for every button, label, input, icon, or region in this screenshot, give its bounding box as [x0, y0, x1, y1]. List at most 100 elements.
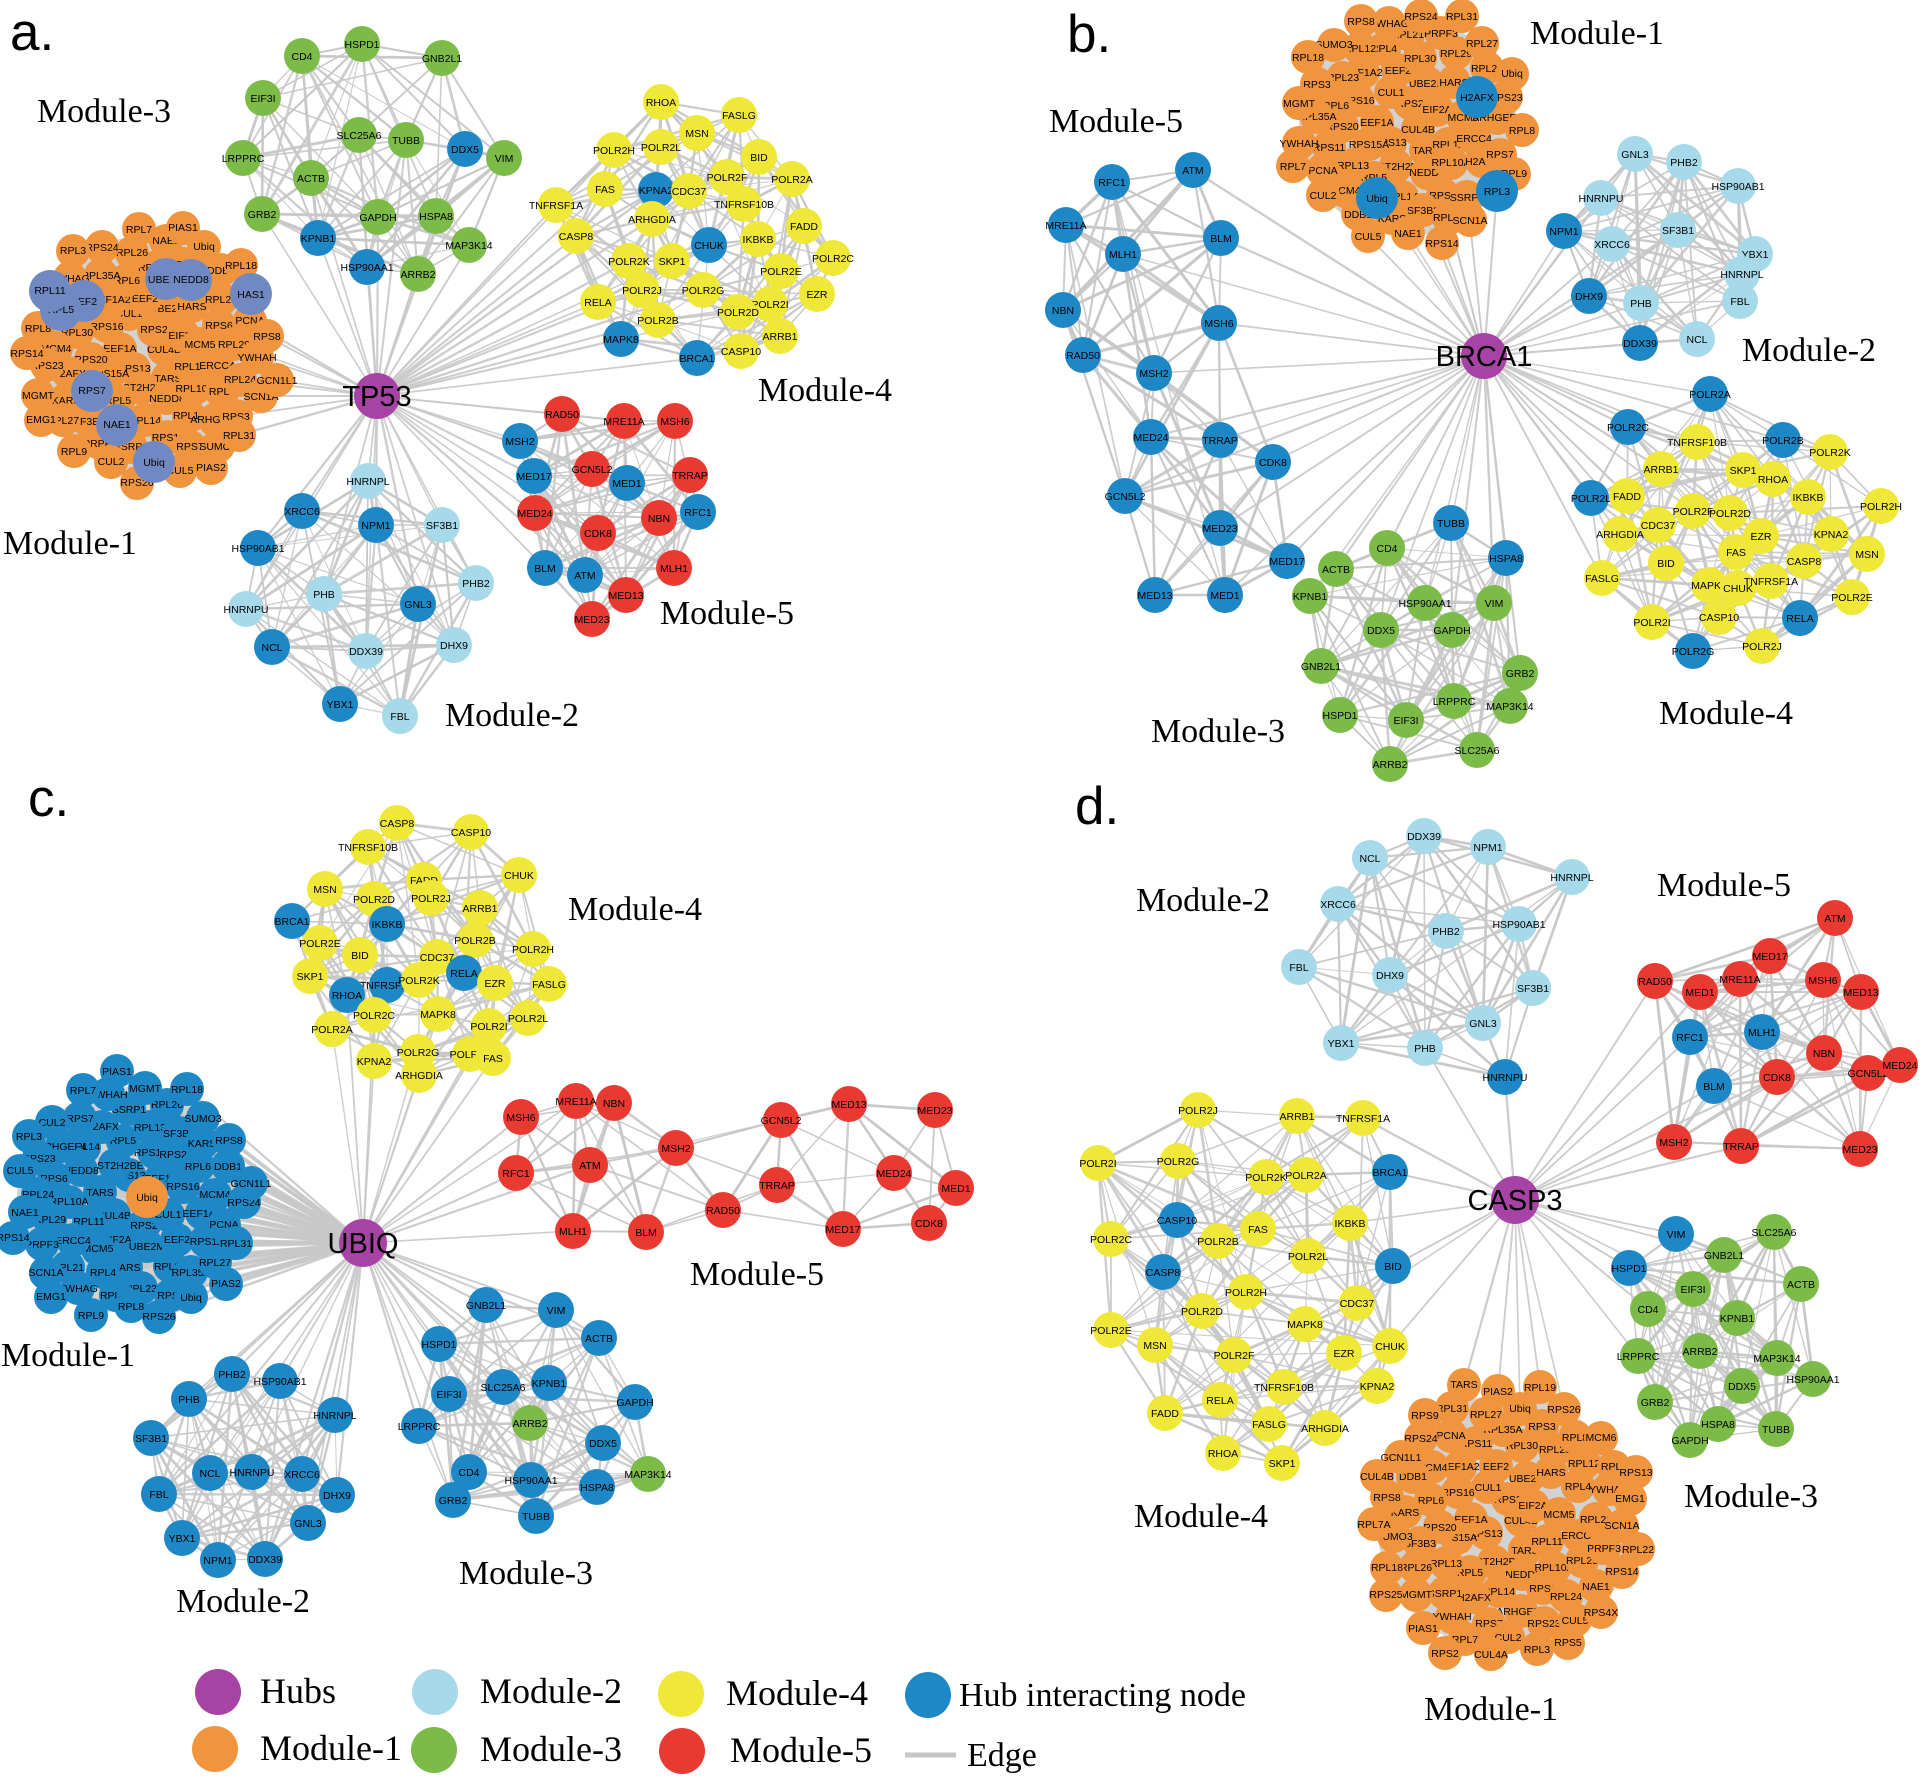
svg-text:TUBB: TUBB — [392, 135, 420, 147]
svg-text:YWHAH: YWHAH — [1432, 1611, 1471, 1623]
svg-text:PHB2: PHB2 — [1670, 157, 1698, 169]
svg-text:NPM1: NPM1 — [1473, 842, 1502, 854]
svg-text:BID: BID — [1657, 558, 1675, 570]
svg-text:POLR2C: POLR2C — [353, 1010, 395, 1022]
svg-text:CD4: CD4 — [1637, 1304, 1658, 1316]
svg-text:FBL: FBL — [1730, 296, 1749, 308]
svg-text:Module-3: Module-3 — [1684, 1478, 1818, 1515]
svg-text:MED24: MED24 — [1133, 432, 1168, 444]
svg-text:MCM5: MCM5 — [185, 339, 216, 351]
svg-text:GRB2: GRB2 — [439, 1495, 468, 1507]
svg-text:ARRB1: ARRB1 — [1643, 464, 1678, 476]
svg-text:MED1: MED1 — [1210, 590, 1239, 602]
svg-text:RPL5: RPL5 — [110, 1135, 136, 1147]
svg-text:RPL31: RPL31 — [220, 1238, 252, 1250]
svg-text:Module-4: Module-4 — [568, 891, 702, 928]
svg-text:PCNA: PCNA — [1436, 1430, 1465, 1442]
svg-text:Ubiq: Ubiq — [143, 457, 165, 469]
svg-text:ATM: ATM — [579, 1160, 600, 1172]
svg-text:SSRP1: SSRP1 — [1450, 192, 1485, 204]
svg-text:ARHGDIA: ARHGDIA — [395, 1070, 443, 1082]
svg-text:GRB2: GRB2 — [1641, 1397, 1670, 1409]
svg-text:SLC25A6: SLC25A6 — [1455, 745, 1500, 757]
svg-text:EIF3I: EIF3I — [1680, 1284, 1705, 1296]
svg-text:HNRNPL: HNRNPL — [1720, 269, 1763, 281]
svg-text:BLM: BLM — [1210, 233, 1232, 245]
svg-text:KPNA2: KPNA2 — [357, 1056, 392, 1068]
svg-text:CASP8: CASP8 — [1787, 556, 1822, 568]
svg-text:DDX5: DDX5 — [589, 1438, 617, 1450]
svg-text:CDC37: CDC37 — [672, 186, 707, 198]
svg-text:MSH6: MSH6 — [1808, 975, 1837, 987]
svg-text:Module-2: Module-2 — [480, 1671, 622, 1711]
svg-text:Module-4: Module-4 — [1659, 695, 1793, 732]
svg-text:MRE11A: MRE11A — [1719, 974, 1760, 986]
svg-text:VIM: VIM — [547, 1305, 566, 1317]
svg-text:CUL4B: CUL4B — [1401, 124, 1435, 136]
svg-text:EEF2: EEF2 — [1385, 65, 1411, 77]
svg-text:LRPPRC: LRPPRC — [222, 153, 265, 165]
svg-text:EZR: EZR — [1334, 1348, 1355, 1360]
svg-text:GNL3: GNL3 — [294, 1518, 322, 1530]
svg-text:HNRNPL: HNRNPL — [313, 1410, 356, 1422]
svg-text:YWHAG: YWHAG — [58, 1283, 98, 1295]
svg-text:YBX1: YBX1 — [1328, 1038, 1355, 1050]
svg-text:POLR2C: POLR2C — [1090, 1234, 1132, 1246]
svg-text:MED23: MED23 — [917, 1105, 952, 1117]
svg-text:RPS26: RPS26 — [1547, 1404, 1580, 1416]
svg-text:RPL4: RPL4 — [1565, 1481, 1591, 1493]
svg-text:Ubiq: Ubiq — [1366, 193, 1388, 205]
svg-text:PRPF3: PRPF3 — [25, 1239, 59, 1251]
svg-text:RPS7: RPS7 — [176, 441, 204, 453]
svg-text:SSRP1: SSRP1 — [1428, 1588, 1463, 1600]
svg-text:RPL9: RPL9 — [78, 1310, 104, 1322]
svg-text:RFC1: RFC1 — [502, 1168, 530, 1180]
svg-text:HSPD1: HSPD1 — [421, 1339, 456, 1351]
svg-text:EIF3I: EIF3I — [1393, 715, 1418, 727]
svg-text:NEDD8: NEDD8 — [63, 1165, 99, 1177]
svg-text:RPS4X: RPS4X — [1584, 1607, 1618, 1619]
svg-text:MAPK8: MAPK8 — [1691, 580, 1727, 592]
svg-text:YBX1: YBX1 — [169, 1533, 196, 1545]
svg-text:MRE11A: MRE11A — [1045, 220, 1086, 232]
svg-text:RPS7: RPS7 — [66, 1113, 94, 1125]
svg-text:RPL31: RPL31 — [223, 430, 255, 442]
svg-text:EIF3I: EIF3I — [250, 93, 275, 105]
svg-text:FBL: FBL — [390, 711, 409, 723]
svg-text:MED1: MED1 — [941, 1183, 970, 1195]
svg-text:MGMT: MGMT — [129, 1083, 162, 1095]
svg-text:RPL7A: RPL7A — [1357, 1519, 1390, 1531]
svg-text:KPNA2: KPNA2 — [1814, 529, 1849, 541]
svg-text:CUL1: CUL1 — [1475, 1482, 1502, 1494]
svg-text:RPS7: RPS7 — [78, 385, 106, 397]
svg-text:MAPK8: MAPK8 — [420, 1009, 456, 1021]
svg-text:Module-3: Module-3 — [480, 1729, 622, 1769]
svg-text:YWHAH: YWHAH — [237, 352, 276, 364]
svg-text:SCN1A: SCN1A — [28, 1267, 63, 1279]
svg-text:HSP90AA1: HSP90AA1 — [1398, 598, 1451, 610]
svg-text:POLR2K: POLR2K — [398, 975, 439, 987]
svg-text:HSPA8: HSPA8 — [419, 211, 453, 223]
svg-text:GCN1L1: GCN1L1 — [257, 375, 298, 387]
svg-text:RFC1: RFC1 — [1676, 1032, 1704, 1044]
svg-text:BRCA1: BRCA1 — [1372, 1167, 1407, 1179]
svg-text:SKP1: SKP1 — [1269, 1458, 1296, 1470]
svg-text:HNRNPU: HNRNPU — [230, 1467, 275, 1479]
svg-text:RPL21: RPL21 — [205, 294, 237, 306]
svg-text:VIM: VIM — [1667, 1229, 1686, 1241]
svg-text:Hubs: Hubs — [260, 1671, 336, 1711]
svg-text:KARS: KARS — [188, 1138, 217, 1150]
svg-text:CUL2: CUL2 — [98, 456, 125, 468]
svg-text:BID: BID — [351, 950, 369, 962]
svg-text:MED17: MED17 — [1269, 556, 1304, 568]
svg-text:ATM: ATM — [1824, 913, 1845, 925]
svg-text:Edge: Edge — [967, 1737, 1037, 1774]
svg-text:RPL10A: RPL10A — [49, 1196, 88, 1208]
svg-text:MSH2: MSH2 — [661, 1143, 690, 1155]
svg-text:NCL: NCL — [199, 1468, 220, 1480]
svg-text:CUL4A: CUL4A — [1474, 1649, 1508, 1661]
svg-text:RPL7: RPL7 — [126, 224, 152, 236]
svg-text:POLR2F: POLR2F — [1673, 506, 1714, 518]
svg-text:MRE11A: MRE11A — [555, 1096, 596, 1108]
svg-text:GNB2L1: GNB2L1 — [1301, 661, 1341, 673]
